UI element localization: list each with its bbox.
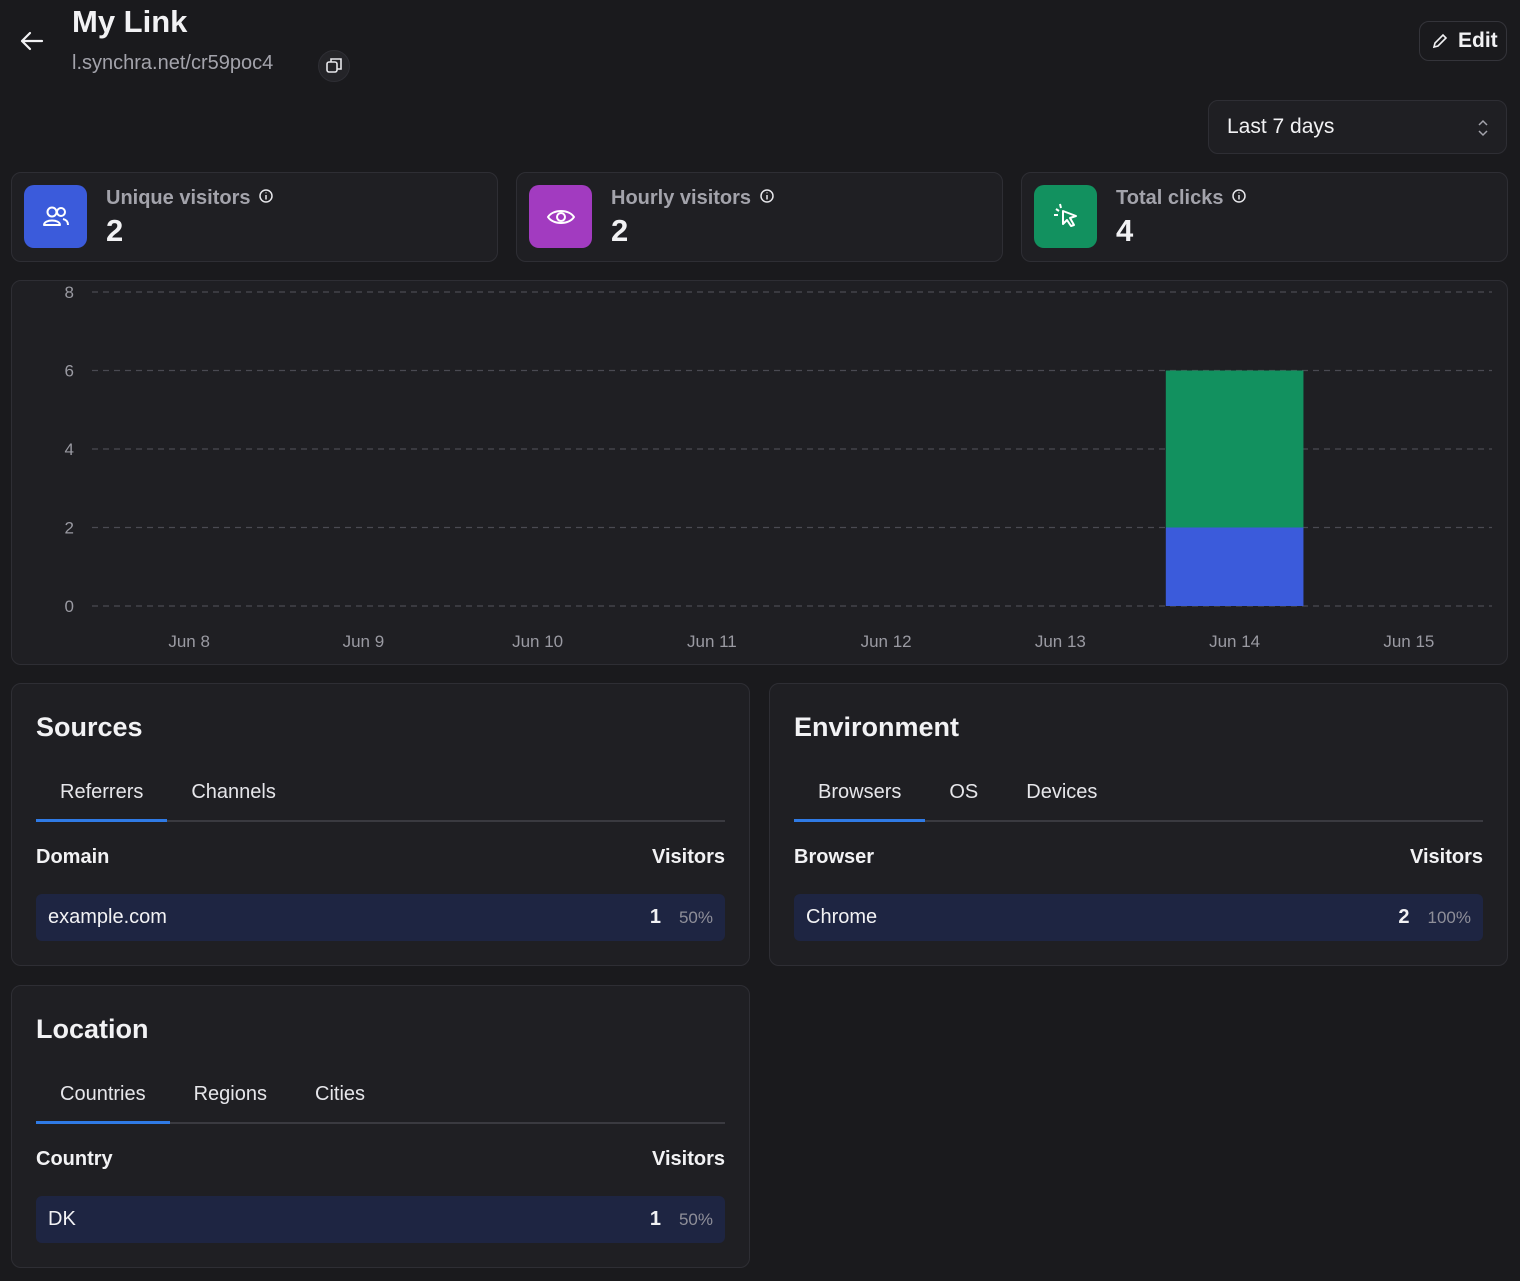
stat-value: 4 [1116,213,1134,248]
column-header: Visitors [652,846,725,868]
copy-button[interactable] [318,50,350,82]
x-tick-label: Jun 14 [1209,632,1260,651]
column-headers: Domain Visitors [36,846,725,869]
info-glyph [760,189,774,203]
y-tick-label: 8 [65,283,74,302]
column-header: Domain [36,846,110,868]
tab[interactable]: Regions [193,1083,267,1105]
table-row: DK 1 50% [36,1196,725,1243]
column-headers: Browser Visitors [794,846,1483,869]
stat-icon-glyph [546,209,575,224]
stat-label-text: Unique visitors [106,187,251,209]
x-tick-label: Jun 8 [168,632,210,651]
stat-icon [529,185,592,248]
x-tick-label: Jun 12 [861,632,912,651]
stat-label-text: Hourly visitors [611,187,752,209]
stat-icon [1034,185,1097,248]
table-row: Chrome 2 100% [794,894,1483,941]
range-label: Last 7 days [1227,115,1335,138]
stat-value: 2 [611,213,629,248]
back-button[interactable] [18,28,46,56]
tab[interactable]: Devices [1026,781,1098,803]
tab[interactable]: Referrers [36,774,168,822]
column-header: Country [36,1148,113,1170]
link-title: My Link [72,4,188,39]
row-label: example.com [48,906,167,928]
x-tick-label: Jun 10 [512,632,563,651]
stat-value: 2 [106,213,124,248]
edit-button[interactable]: Edit [1419,21,1507,61]
chart: 0 2 4 6 8 Jun 8 Jun 9 Jun 10 Jun 11 Jun 12 Jun 13 J… [65,283,1492,651]
stat-label: Hourly visitors [611,187,775,210]
edit-label: Edit [1458,29,1498,52]
stat-card: Total clicks 4 [1021,172,1508,262]
row-label: Chrome [806,906,878,928]
y-tick-label: 0 [65,597,74,616]
tab[interactable]: Countries [36,1076,170,1124]
copy-icon [326,58,342,73]
row-percent: 50% [678,1209,713,1229]
y-tick-label: 4 [65,440,74,459]
tab-bar: Browsers OS Devices [794,774,1483,822]
info-icon [258,187,274,210]
column-header: Browser [794,846,875,868]
select-chevron [1478,119,1488,137]
tab[interactable]: Browsers [794,774,926,822]
row-percent: 100% [1427,907,1471,927]
tab[interactable]: Cities [315,1083,366,1105]
stat-card: Hourly visitors 2 [516,172,1003,262]
row-percent: 50% [678,907,713,927]
x-tick-label: Jun 15 [1383,632,1434,651]
column-headers: Country Visitors [36,1148,725,1171]
x-tick-label: Jun 13 [1035,632,1086,651]
stat-label: Unique visitors [106,187,274,210]
bar-segment [1165,527,1304,606]
tab-bar: Referrers Channels [36,774,725,822]
column-header: Visitors [652,1148,725,1170]
y-tick-label: 6 [65,362,74,381]
x-tick-label: Jun 9 [343,632,385,651]
x-tick-label: Jun 11 [687,632,737,651]
tab-bar: Countries Regions Cities [36,1076,725,1124]
row-value: 1 [649,1208,661,1230]
row-value: 1 [649,906,661,928]
stat-card: Unique visitors 2 [11,172,498,262]
tab[interactable]: OS [949,781,979,803]
stat-icon [24,185,87,248]
edit-icon [1432,33,1448,49]
panel-title: Environment [794,712,960,742]
panel-card: Sources Referrers Channels Domain Visitors ex… [11,683,750,966]
table-row: example.com 1 50% [36,894,725,941]
panel-title: Sources [36,712,143,742]
column-header: Visitors [1410,846,1483,868]
range-select[interactable]: Last 7 days [1208,100,1507,154]
stat-icon-glyph [1053,203,1077,227]
tab[interactable]: Channels [191,781,276,803]
y-tick-label: 2 [65,519,74,538]
panel-card: Location Countries Regions Cities Country Vis… [11,985,750,1268]
bar-segment [1165,370,1304,528]
info-icon [759,187,775,210]
chart-card: 0 2 4 6 8 Jun 8 Jun 9 Jun 10 Jun 11 Jun 12 Jun 13 J… [11,280,1508,665]
stat-label-text: Total clicks [1116,187,1224,209]
panel-card: Environment Browsers OS Devices Browser Visit… [769,683,1508,966]
panel-title: Location [36,1014,149,1044]
info-glyph [259,189,274,203]
stat-label: Total clicks [1116,187,1247,210]
info-icon [1231,187,1247,210]
info-glyph [1232,189,1247,203]
link-url: l.synchra.net/cr59poc4 [72,52,274,74]
stat-icon-glyph [42,206,69,226]
row-value: 2 [1398,906,1410,928]
row-label: DK [48,1208,76,1230]
